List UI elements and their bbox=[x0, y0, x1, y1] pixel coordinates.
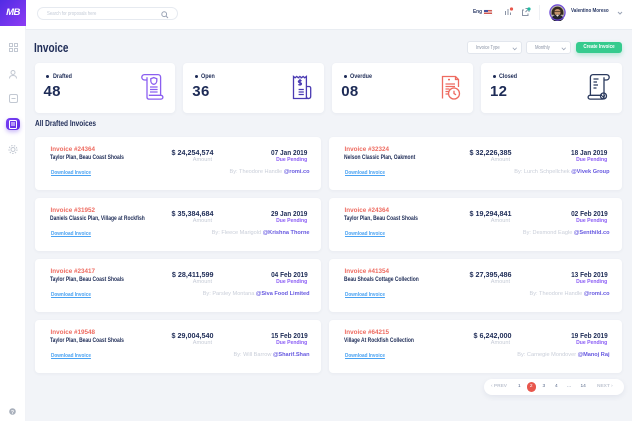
svg-text:?: ? bbox=[11, 410, 14, 416]
